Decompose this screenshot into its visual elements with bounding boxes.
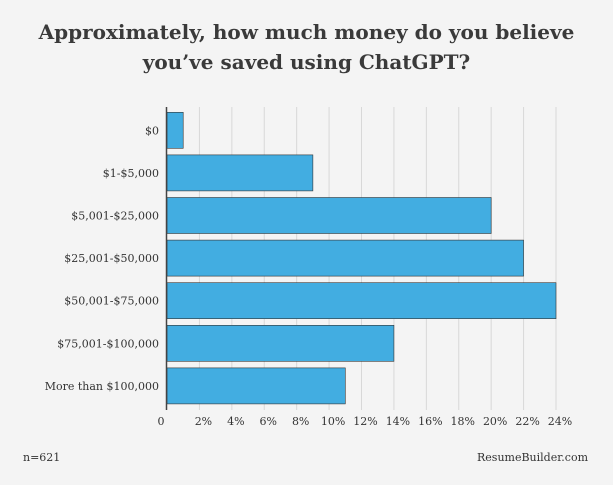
y-category-label: $1-$5,000 (103, 167, 159, 180)
y-category-label: $25,001-$50,000 (64, 252, 159, 265)
chart-title-line-2: you’ve saved using ChatGPT? (142, 50, 471, 74)
bar (166, 239, 524, 277)
x-tick-label: 16% (418, 415, 442, 428)
x-tick-label: 18% (451, 415, 475, 428)
bar (166, 324, 395, 362)
bar (166, 367, 346, 405)
chart-title: Approximately, how much money do you bel… (0, 17, 613, 77)
x-tick-label: 24% (548, 415, 572, 428)
y-category-label: $0 (145, 124, 159, 137)
bar (166, 282, 557, 320)
x-tick-label: 14% (386, 415, 410, 428)
x-tick-label: 0 (158, 415, 165, 428)
bar (166, 112, 184, 149)
x-tick-label: 4% (227, 415, 244, 428)
x-tick-label: 10% (321, 415, 345, 428)
y-category-label: $5,001-$25,000 (71, 210, 159, 223)
chart-title-line-1: Approximately, how much money do you bel… (38, 20, 575, 44)
x-tick-label: 8% (292, 415, 309, 428)
x-tick-label: 20% (483, 415, 507, 428)
bar (166, 154, 314, 192)
source-credit: ResumeBuilder.com (477, 451, 588, 464)
y-category-label: $75,001-$100,000 (57, 337, 159, 350)
y-category-label: $50,001-$75,000 (64, 295, 159, 308)
x-tick-label: 22% (515, 415, 539, 428)
x-tick-label: 2% (195, 415, 212, 428)
bar (166, 197, 492, 234)
y-category-label: More than $100,000 (45, 380, 159, 393)
x-tick-label: 12% (353, 415, 377, 428)
sample-size-note: n=621 (23, 451, 61, 464)
x-tick-label: 6% (260, 415, 277, 428)
